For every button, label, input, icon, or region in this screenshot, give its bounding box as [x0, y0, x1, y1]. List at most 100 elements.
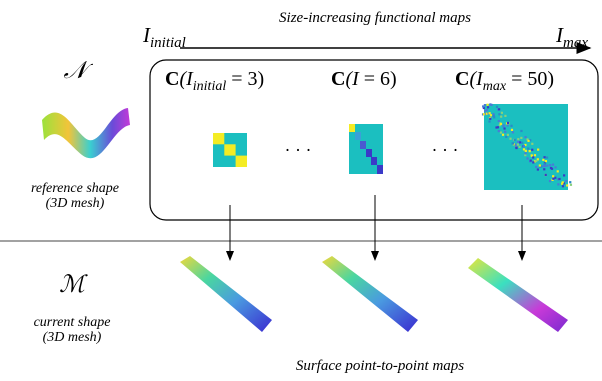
matrix-cell: [484, 104, 486, 106]
matrix-cell: [512, 142, 514, 144]
ref-line1: reference shape: [31, 181, 119, 196]
matrix-cell: [552, 175, 554, 177]
matrix-cell: [524, 136, 526, 138]
matrix-cell: [527, 148, 529, 150]
cur-symbol: ℳ: [59, 272, 88, 298]
matrix-cell: [529, 150, 531, 152]
matrix-cell: [566, 184, 568, 186]
matrix-cell: [500, 123, 502, 125]
matrix-cell: [517, 141, 519, 143]
matrix-cell: [502, 125, 504, 127]
close: = 6): [359, 68, 397, 90]
matrix-3: [213, 133, 247, 167]
matrix-cell: [511, 129, 513, 131]
matrix-cell: [507, 134, 509, 136]
matrix-cell: [520, 130, 522, 132]
matrix-label: C(Imax = 50): [455, 68, 554, 94]
matrix-cell: [519, 146, 521, 148]
subscript: max: [483, 79, 507, 94]
matrix-cell: [493, 116, 495, 118]
ref-symbol: 𝒩: [64, 58, 94, 84]
matrix-cell: [496, 106, 498, 108]
matrix-cell: [543, 168, 545, 170]
close: = 3): [226, 68, 264, 90]
matrix-cell: [549, 164, 551, 166]
matrix-cell: [517, 143, 519, 145]
matrix-cell: [558, 178, 560, 180]
matrix-cell: [490, 104, 492, 106]
matrix-cell: [486, 113, 488, 115]
matrix-cell: [532, 156, 534, 158]
reference-shape: [42, 108, 130, 158]
matrix-cell: [490, 114, 492, 116]
matrix-cell: [542, 159, 544, 161]
matrix-cell: [554, 166, 556, 168]
matrix-cell: [544, 163, 546, 165]
matrix-cell: [537, 168, 539, 170]
matrix-cell: [527, 140, 529, 142]
matrix-label: C(Iinitial = 3): [165, 68, 264, 94]
cur-line1: current shape: [34, 315, 111, 330]
matrix-cell: [531, 149, 533, 151]
matrix-cell: [501, 112, 503, 114]
matrix-cell: [535, 166, 537, 168]
mapped-shape: [322, 256, 418, 332]
matrix-cell: [550, 167, 552, 169]
matrix-cell: [557, 170, 559, 172]
matrix-cell: [552, 178, 554, 180]
matrix-cell: [488, 120, 490, 122]
ellipsis: · · ·: [285, 140, 312, 160]
matrix-cell: [519, 141, 521, 143]
title: Size-increasing functional maps: [279, 10, 471, 26]
matrix-50: [482, 103, 572, 190]
matrix-cell: [530, 159, 532, 161]
matrix-cell: [526, 157, 528, 159]
matrix-cell: [531, 143, 533, 145]
matrix-cell: [543, 156, 545, 158]
matrix-cell: [563, 174, 565, 176]
footer: Surface point-to-point maps: [296, 358, 464, 374]
matrix-cell: [537, 149, 539, 151]
matrix-cell: [507, 122, 509, 124]
matrix-cell: [487, 106, 489, 108]
matrix-cell: [544, 165, 546, 167]
ellipsis: · · ·: [432, 140, 459, 160]
close: = 50): [506, 68, 554, 90]
matrix-cell: [498, 120, 500, 122]
matrix-cell: [500, 116, 502, 118]
matrix-cell: [565, 180, 567, 182]
matrix-cell: [510, 125, 512, 127]
matrix-cell: [523, 145, 525, 147]
matrix-cell: [498, 130, 500, 132]
end-label: Imax: [555, 23, 588, 51]
matrix-cell: [523, 148, 525, 150]
matrix-cell: [504, 115, 506, 117]
matrix-cell: [549, 180, 551, 182]
matrix-cell: [521, 142, 523, 144]
matrix-cell: [569, 181, 571, 183]
matrix-cell: [486, 104, 488, 106]
matrix-cell: [504, 131, 506, 133]
matrix-cell: [509, 138, 511, 140]
matrix-cell: [505, 136, 507, 138]
matrix-cell: [500, 131, 502, 133]
matrix-cell: [532, 161, 534, 163]
matrix-cell: [546, 156, 548, 158]
matrix-cell: [514, 139, 516, 141]
matrix-cell: [554, 177, 556, 179]
matrix-cell: [507, 124, 509, 126]
matrix-cell: [534, 154, 536, 156]
diagram: Size-increasing functional maps Iinitial…: [0, 0, 602, 381]
matrix-cell: [520, 137, 522, 139]
mapped-shape: [468, 258, 568, 332]
matrix-cell: [503, 127, 505, 129]
matrix-cell: [483, 113, 485, 115]
mapped-shape: [180, 256, 272, 332]
matrix-cell: [502, 134, 504, 136]
start-label: Iinitial: [142, 23, 186, 51]
matrix-cell: [517, 138, 519, 140]
matrix-cell: [557, 183, 559, 185]
matrix-cell: [512, 131, 514, 133]
matrix-cell: [488, 112, 490, 114]
matrix-cell: [497, 126, 499, 128]
